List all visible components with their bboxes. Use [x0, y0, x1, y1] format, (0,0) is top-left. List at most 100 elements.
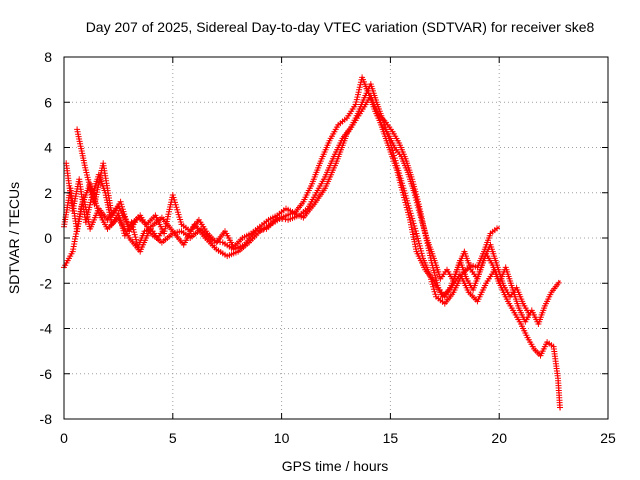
data-traces: [61, 74, 563, 411]
data-point: [215, 248, 217, 250]
data-point: [276, 214, 278, 216]
data-point: [346, 133, 348, 135]
data-point: [444, 303, 446, 305]
data-point: [313, 203, 315, 205]
data-point: [431, 262, 433, 264]
data-point: [226, 255, 228, 257]
data-point: [372, 101, 374, 103]
data-point: [154, 214, 156, 216]
data-point: [72, 210, 74, 212]
data-point: [559, 409, 561, 411]
x-tick-label: 0: [60, 430, 68, 446]
data-point: [468, 291, 470, 293]
data-point: [294, 212, 296, 214]
data-point: [189, 230, 191, 232]
x-axis-label: GPS time / hours: [282, 458, 389, 474]
y-tick-label: -2: [40, 275, 53, 291]
data-point: [287, 219, 289, 221]
data-point: [409, 210, 411, 212]
data-point: [503, 284, 505, 287]
data-point: [65, 162, 67, 164]
data-point: [102, 162, 104, 164]
data-point: [402, 194, 405, 196]
data-point: [524, 321, 526, 323]
data-point: [476, 266, 478, 268]
data-point: [400, 156, 402, 158]
data-point: [411, 178, 413, 180]
data-point: [424, 232, 426, 235]
data-point: [248, 241, 250, 244]
y-tick-label: 4: [44, 140, 52, 156]
data-point: [394, 146, 396, 149]
data-point: [452, 291, 455, 293]
data-point: [111, 223, 113, 225]
data-point: [365, 88, 368, 90]
data-point: [413, 192, 415, 194]
data-point: [476, 300, 478, 302]
data-point: [143, 230, 146, 232]
data-point: [363, 106, 365, 108]
data-point: [463, 251, 465, 253]
data-point: [550, 291, 553, 293]
data-point: [409, 219, 411, 221]
data-point: [398, 142, 400, 144]
data-point: [476, 278, 478, 280]
data-point: [233, 246, 235, 248]
data-point: [415, 251, 418, 253]
data-point: [198, 219, 200, 221]
data-point: [120, 201, 122, 203]
data-point: [183, 244, 185, 246]
data-point: [180, 230, 183, 232]
data-point: [98, 174, 100, 176]
data-point: [396, 169, 398, 171]
data-point: [139, 214, 141, 216]
data-point: [483, 257, 485, 259]
data-point: [241, 237, 243, 239]
data-point: [385, 122, 387, 124]
data-point: [137, 217, 139, 219]
data-point: [267, 219, 270, 221]
data-point: [124, 235, 126, 237]
data-point: [355, 119, 357, 121]
data-point: [172, 230, 174, 232]
data-point: [489, 244, 492, 246]
data-point: [537, 323, 540, 325]
data-point: [161, 217, 163, 219]
y-tick-label: 8: [44, 49, 52, 65]
data-point: [355, 103, 357, 106]
data-point: [259, 226, 261, 228]
data-point: [509, 296, 511, 298]
data-point: [215, 241, 217, 244]
data-point: [435, 296, 437, 298]
data-point: [117, 212, 119, 214]
data-point: [72, 251, 74, 253]
data-point: [93, 203, 96, 205]
series-sat-track-4: [363, 85, 532, 316]
data-point: [259, 230, 261, 232]
data-point: [424, 269, 426, 271]
data-point: [466, 278, 468, 280]
data-point: [200, 228, 202, 230]
data-point: [459, 273, 461, 275]
data-point: [207, 232, 209, 235]
data-point: [437, 287, 439, 289]
data-point: [204, 237, 206, 239]
data-point: [85, 169, 87, 171]
data-point: [270, 223, 272, 225]
data-point: [498, 226, 500, 228]
data-point: [522, 303, 524, 305]
y-tick-label: -8: [40, 411, 53, 427]
y-tick-label: 6: [44, 94, 52, 110]
data-point: [516, 287, 518, 289]
data-point: [128, 237, 130, 239]
y-tick-label: -4: [40, 321, 53, 337]
data-point: [333, 156, 335, 158]
data-point: [104, 192, 106, 194]
data-point: [387, 144, 389, 146]
data-point: [335, 162, 337, 164]
data-point: [302, 217, 304, 219]
data-point: [328, 140, 331, 142]
data-point: [250, 232, 252, 235]
data-point: [150, 228, 152, 230]
x-tick-label: 25: [600, 430, 616, 446]
